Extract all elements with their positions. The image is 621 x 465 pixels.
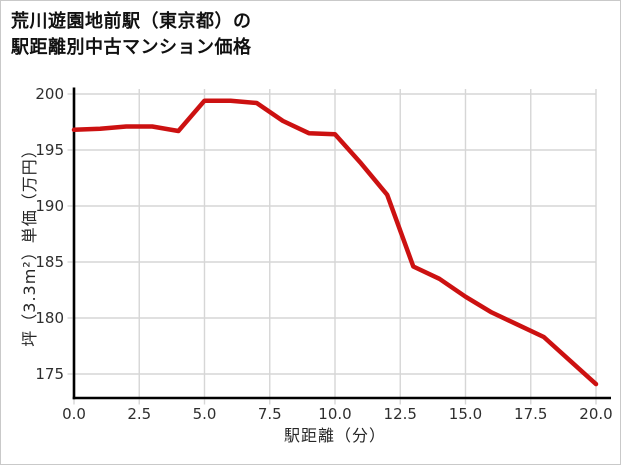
x-tick-label: 5.0 xyxy=(192,405,217,423)
x-tick-label: 17.5 xyxy=(514,405,548,423)
x-tick-label: 12.5 xyxy=(383,405,417,423)
y-axis-label: 坪（3.3m²）単価（万円） xyxy=(20,141,39,347)
chart-title: 荒川遊園地前駅（東京都）の 駅距離別中古マンション価格 xyxy=(11,9,252,61)
chart-title-line1: 荒川遊園地前駅（東京都）の xyxy=(11,11,252,32)
x-tick-label: 2.5 xyxy=(127,405,152,423)
x-tick-label: 15.0 xyxy=(448,405,483,423)
x-tick-label: 10.0 xyxy=(318,405,352,423)
x-tick-label: 20.0 xyxy=(579,405,613,423)
x-tick-label: 7.5 xyxy=(257,405,282,423)
y-tick-label: 175 xyxy=(35,365,64,383)
chart-title-line2: 駅距離別中古マンション価格 xyxy=(11,37,252,58)
x-axis-label: 駅距離（分） xyxy=(283,426,386,445)
y-tick-label: 180 xyxy=(35,309,64,327)
y-tick-label: 190 xyxy=(35,197,64,215)
y-tick-label: 200 xyxy=(35,85,64,103)
x-tick-label: 0.0 xyxy=(62,405,86,423)
price-line-series xyxy=(71,98,599,387)
y-tick-label: 195 xyxy=(35,141,64,159)
y-tick-label: 185 xyxy=(35,253,64,271)
